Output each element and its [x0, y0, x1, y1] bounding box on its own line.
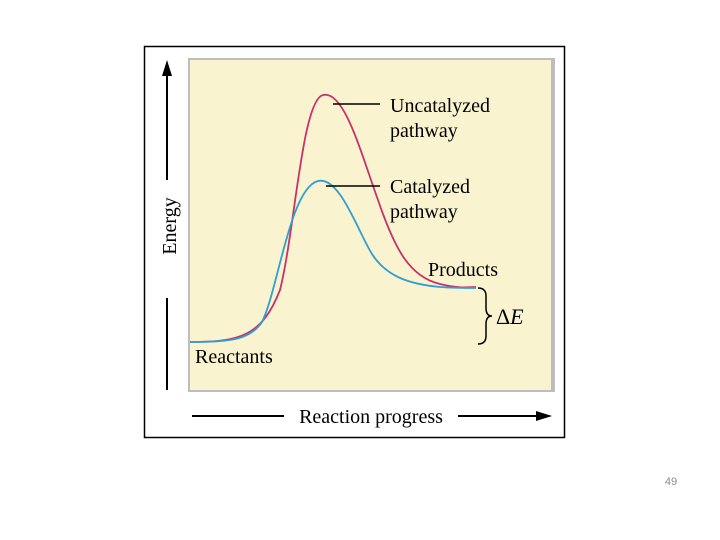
- delta-e-brace: [477, 287, 493, 345]
- catalyzed-label-line1: Catalyzed: [390, 176, 470, 198]
- uncatalyzed-curve: [189, 94, 477, 343]
- y-axis-label: Energy: [159, 197, 181, 254]
- uncatalyzed-label-line2: pathway: [390, 120, 458, 142]
- x-axis-label: Reaction progress: [299, 406, 443, 428]
- products-label: Products: [428, 259, 498, 281]
- uncatalyzed-label-line1: Uncatalyzed: [390, 95, 490, 117]
- delta-e-label: ΔE: [496, 304, 524, 329]
- y-axis-arrowhead: [162, 60, 172, 76]
- catalyzed-curve: [189, 180, 477, 343]
- page-number: 49: [664, 476, 678, 488]
- delta-symbol: Δ: [496, 304, 510, 329]
- reactants-label: Reactants: [195, 346, 273, 368]
- x-axis-arrowhead: [536, 411, 552, 421]
- catalyzed-label-line2: pathway: [390, 201, 458, 223]
- delta-var: E: [509, 304, 524, 329]
- plot-area: [190, 60, 551, 390]
